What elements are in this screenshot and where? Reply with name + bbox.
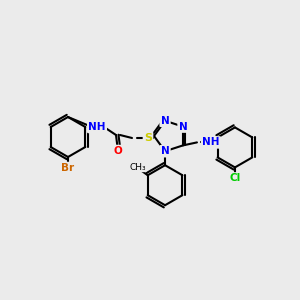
Text: N: N — [161, 116, 170, 126]
Text: NH: NH — [88, 122, 106, 132]
Text: O: O — [114, 146, 122, 156]
Text: S: S — [144, 133, 152, 143]
Text: NH: NH — [202, 137, 220, 147]
Text: Br: Br — [61, 163, 75, 173]
Text: N: N — [161, 146, 170, 156]
Text: Cl: Cl — [229, 173, 241, 183]
Text: N: N — [178, 122, 187, 132]
Text: CH₃: CH₃ — [129, 163, 146, 172]
